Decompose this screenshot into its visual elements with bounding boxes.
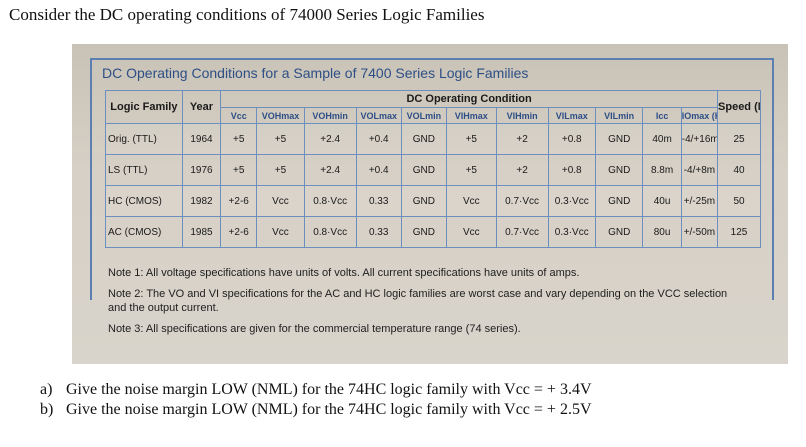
subheader-5: VIHmax bbox=[445, 107, 497, 124]
question-b-text: Give the noise margin LOW (NML) for the … bbox=[66, 401, 592, 418]
datasheet-photo: DC Operating Conditions for a Sample of … bbox=[72, 44, 788, 364]
photo-frame bbox=[90, 58, 774, 300]
cell-value: +/-25m bbox=[680, 185, 719, 217]
cell-value: +2 bbox=[495, 154, 549, 186]
cell-value: Vcc bbox=[256, 185, 305, 217]
question-a-text: Give the noise margin LOW (NML) for the … bbox=[66, 381, 592, 398]
cell-value: +2.4 bbox=[303, 154, 357, 186]
photo-title: DC Operating Conditions for a Sample of … bbox=[102, 65, 529, 81]
cell-value: +2-6 bbox=[220, 216, 258, 248]
cell-value: GND bbox=[594, 154, 644, 186]
cell-speed: 25 bbox=[717, 123, 761, 155]
cell-value: 0.3·Vcc bbox=[547, 216, 596, 248]
cell-value: GND bbox=[400, 123, 447, 155]
cell-family: Orig. (TTL) bbox=[105, 123, 183, 155]
cell-family: AC (CMOS) bbox=[105, 216, 183, 248]
subheader-7: VILmax bbox=[547, 107, 596, 124]
subheader-10: IOmax (H/L) bbox=[680, 107, 719, 124]
cell-value: 8.8m bbox=[642, 154, 682, 186]
table-row: HC (CMOS) 1982 +2-6 Vcc 0.8·Vcc 0.33 GND Vcc 0.7… bbox=[105, 185, 761, 217]
note-3: Note 3: All specifications are given for… bbox=[108, 323, 521, 335]
cell-value: -4/+16m bbox=[680, 123, 719, 155]
cell-value: 40m bbox=[642, 123, 682, 155]
cell-value: GND bbox=[594, 123, 644, 155]
cell-value: GND bbox=[594, 216, 644, 248]
subheader-3: VOLmax bbox=[355, 107, 402, 124]
cell-year: 1985 bbox=[181, 216, 222, 248]
cell-value: 80u bbox=[642, 216, 682, 248]
question-b-label: b) bbox=[40, 401, 54, 418]
cell-speed: 40 bbox=[717, 154, 761, 186]
subheader-8: VILmin bbox=[594, 107, 644, 124]
cell-value: 40u bbox=[642, 185, 682, 217]
cell-value: 0.33 bbox=[355, 185, 402, 217]
cell-value: 0.7·Vcc bbox=[495, 185, 549, 217]
cell-value: +2 bbox=[495, 123, 549, 155]
cell-value: +5 bbox=[256, 154, 305, 186]
col-group-dc: DC Operating Condition bbox=[220, 90, 719, 108]
subheader-6: VIHmin bbox=[495, 107, 549, 124]
cell-value: +5 bbox=[445, 123, 497, 155]
col-logic-family: Logic Family bbox=[105, 90, 183, 124]
cell-value: +5 bbox=[220, 123, 258, 155]
cell-value: 0.3·Vcc bbox=[547, 185, 596, 217]
cell-value: +5 bbox=[256, 123, 305, 155]
cell-value: GND bbox=[594, 185, 644, 217]
note-1: Note 1: All voltage specifications have … bbox=[108, 267, 580, 279]
cell-speed: 125 bbox=[717, 216, 761, 248]
cell-value: GND bbox=[400, 185, 447, 217]
problem-header: Consider the DC operating conditions of … bbox=[9, 5, 485, 24]
subheader-4: VOLmin bbox=[400, 107, 447, 124]
subheader-2: VOHmin bbox=[303, 107, 357, 124]
subheader-9: Icc bbox=[642, 107, 682, 124]
dc-conditions-table: Logic Family Year DC Operating Condition… bbox=[105, 90, 761, 248]
questions-list: a) Give the noise margin LOW (NML) for th… bbox=[40, 380, 592, 420]
cell-value: Vcc bbox=[445, 185, 497, 217]
cell-value: +0.4 bbox=[355, 154, 402, 186]
cell-year: 1964 bbox=[181, 123, 222, 155]
notes-block: Note 1: All voltage specifications have … bbox=[108, 266, 748, 343]
cell-value: +5 bbox=[445, 154, 497, 186]
question-a-label: a) bbox=[40, 381, 53, 398]
cell-value: 0.8·Vcc bbox=[303, 185, 357, 217]
cell-value: +0.8 bbox=[547, 123, 596, 155]
table-row: LS (TTL) 1976 +5 +5 +2.4 +0.4 GND +5 +2 +0.8 GND 8.… bbox=[105, 154, 761, 186]
cell-value: GND bbox=[400, 154, 447, 186]
cell-value: Vcc bbox=[445, 216, 497, 248]
cell-value: Vcc bbox=[256, 216, 305, 248]
question-b: b) Give the noise margin LOW (NML) for th… bbox=[40, 400, 592, 420]
table-row: Orig. (TTL) 1964 +5 +5 +2.4 +0.4 GND +5 +2 +0.8 GN… bbox=[105, 123, 761, 155]
cell-value: +0.8 bbox=[547, 154, 596, 186]
table-row: AC (CMOS) 1985 +2-6 Vcc 0.8·Vcc 0.33 GND Vcc 0.7… bbox=[105, 216, 761, 248]
cell-family: LS (TTL) bbox=[105, 154, 183, 186]
cell-value: 0.33 bbox=[355, 216, 402, 248]
cell-value: 0.7·Vcc bbox=[495, 216, 549, 248]
subheader-0: Vcc bbox=[220, 107, 258, 124]
col-speed: Speed (MHz) bbox=[717, 90, 761, 124]
cell-value: 0.8·Vcc bbox=[303, 216, 357, 248]
cell-year: 1976 bbox=[181, 154, 222, 186]
col-year: Year bbox=[181, 90, 222, 124]
cell-family: HC (CMOS) bbox=[105, 185, 183, 217]
cell-value: -4/+8m bbox=[680, 154, 719, 186]
cell-value: +2.4 bbox=[303, 123, 357, 155]
cell-value: +2-6 bbox=[220, 185, 258, 217]
note-2: Note 2: The VO and VI specifications for… bbox=[108, 288, 728, 314]
cell-speed: 50 bbox=[717, 185, 761, 217]
cell-value: GND bbox=[400, 216, 447, 248]
cell-value: +5 bbox=[220, 154, 258, 186]
cell-value: +0.4 bbox=[355, 123, 402, 155]
cell-value: +/-50m bbox=[680, 216, 719, 248]
subheader-1: VOHmax bbox=[256, 107, 305, 124]
cell-year: 1982 bbox=[181, 185, 222, 217]
question-a: a) Give the noise margin LOW (NML) for th… bbox=[40, 380, 592, 400]
